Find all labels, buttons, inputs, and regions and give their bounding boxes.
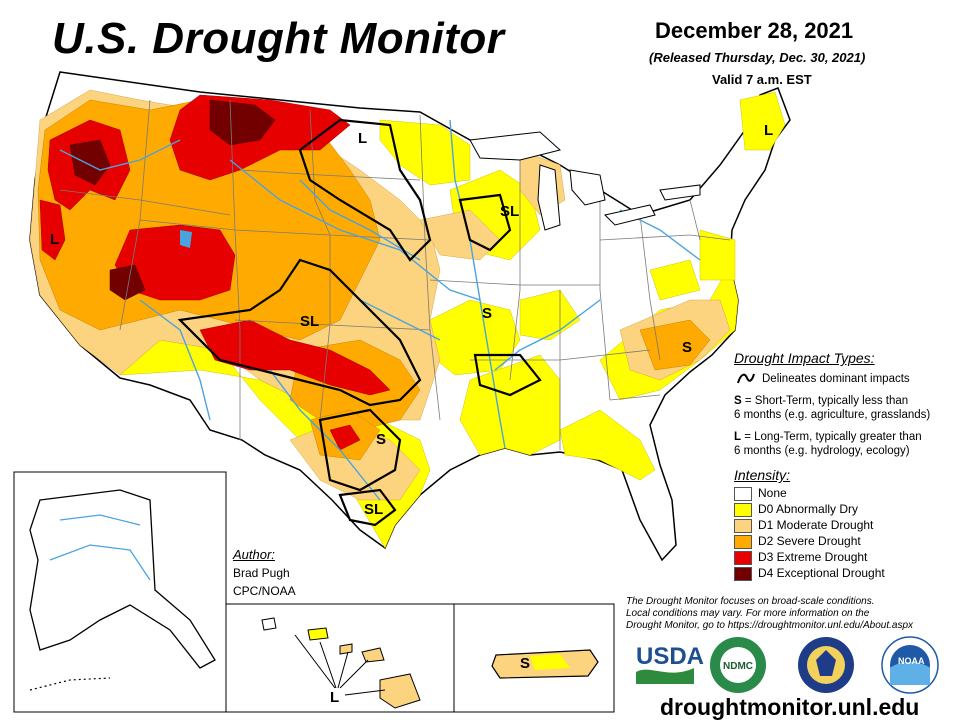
svg-text:USDA: USDA	[636, 643, 704, 670]
state-boundaries	[59, 99, 731, 450]
intensity-label-d0: D0 Abnormally Dry	[758, 502, 859, 516]
map-date: December 28, 2021	[655, 18, 854, 43]
label-l-northeast: L	[764, 122, 773, 139]
intensity-label-d2: D2 Severe Drought	[758, 534, 861, 548]
puerto-rico-inset: S	[453, 603, 615, 713]
label-sl-midwest: SL	[500, 203, 519, 220]
label-s-missouri: S	[482, 305, 492, 322]
intensity-label-d1: D1 Moderate Drought	[758, 518, 874, 532]
website-link[interactable]: droughtmonitor.unl.edu	[660, 694, 920, 720]
swatch-d2	[734, 535, 752, 549]
label-l-north: L	[358, 130, 367, 147]
swatch-none	[734, 487, 752, 501]
intensity-label-d4: D4 Exceptional Drought	[758, 566, 885, 580]
impact-line-desc: Delineates dominant impacts	[762, 373, 910, 385]
ndmc-logo: NDMC	[710, 637, 766, 693]
intensity-legend-heading: Intensity:	[734, 467, 791, 483]
noaa-logo: NOAA	[881, 636, 939, 694]
disclaimer-link[interactable]: Drought Monitor, go to https://droughtmo…	[626, 620, 914, 631]
alaska-inset	[13, 471, 227, 713]
swatch-d0	[734, 503, 752, 517]
hawaii-inset: L	[225, 603, 455, 713]
swatch-d3	[734, 551, 752, 565]
impact-s-desc: S = Short-Term, typically less than	[734, 395, 909, 407]
usda-logo: USDA	[636, 643, 704, 684]
label-l-hawaii: L	[330, 689, 339, 706]
map-labels: L SL L L SL S S S SL	[50, 122, 773, 518]
label-s-pr: S	[520, 655, 530, 672]
impact-line-icon	[737, 373, 755, 384]
intensity-legend: None D0 Abnormally Dry D1 Moderate Droug…	[734, 486, 934, 586]
map-title: U.S. Drought Monitor	[52, 14, 505, 63]
author-org: CPC/NOAA	[233, 584, 296, 598]
impact-s-desc-2: 6 months (e.g. agriculture, grasslands)	[734, 409, 931, 421]
swatch-d1	[734, 519, 752, 533]
disclaimer-line-2: Local conditions may vary. For more info…	[626, 608, 870, 619]
great-lakes	[469, 131, 701, 231]
impact-legend-heading: Drought Impact Types:	[734, 350, 875, 366]
disclaimer: The Drought Monitor focuses on broad-sca…	[626, 596, 956, 632]
svg-text:NDMC: NDMC	[723, 661, 753, 672]
label-sl-texas: SL	[364, 501, 383, 518]
swatch-d4	[734, 567, 752, 581]
great-salt-lake-icon	[180, 230, 192, 248]
impact-lines	[177, 118, 542, 527]
impact-l-desc: L = Long-Term, typically greater than	[734, 431, 922, 443]
svg-text:NOAA: NOAA	[898, 656, 925, 666]
label-s-carolina: S	[682, 339, 692, 356]
intensity-label-d3: D3 Extreme Drought	[758, 550, 868, 564]
author-name: Brad Pugh	[233, 566, 290, 580]
disclaimer-line-1: The Drought Monitor focuses on broad-sca…	[626, 596, 875, 607]
intensity-label-none: None	[758, 486, 787, 500]
label-sl-colorado: SL	[300, 313, 319, 330]
release-date: (Released Thursday, Dec. 30, 2021)	[649, 50, 866, 65]
label-s-texas: S	[376, 431, 386, 448]
d4-areas	[69, 99, 276, 301]
author-heading: Author:	[233, 547, 275, 562]
impact-l-desc-2: 6 months (e.g. hydrology, ecology)	[734, 445, 910, 457]
valid-time: Valid 7 a.m. EST	[712, 72, 812, 87]
label-l-west: L	[50, 231, 59, 248]
commerce-seal-logo	[798, 637, 854, 693]
